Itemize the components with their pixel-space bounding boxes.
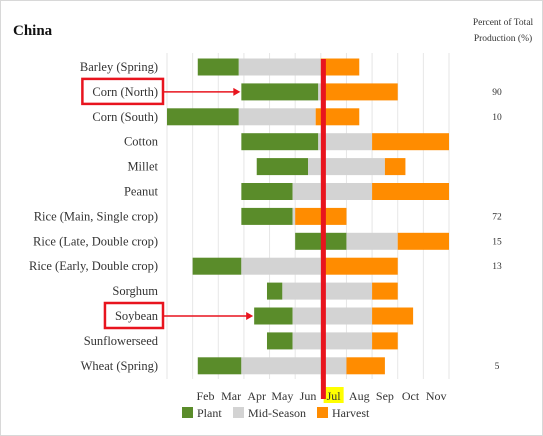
mid-bar [282, 282, 373, 300]
legend-label: Mid-Season [248, 406, 306, 420]
mid-bar [346, 232, 398, 250]
crop-label: Sorghum [112, 284, 158, 298]
plant-bar [197, 357, 242, 375]
crop-label: Rice (Late, Double crop) [33, 234, 158, 248]
harvest-bar [320, 58, 360, 76]
percent-value: 5 [495, 362, 500, 372]
crop-label: Soybean [115, 309, 159, 323]
mid-bar [292, 307, 373, 325]
plant-bar [241, 207, 293, 225]
harvest-bar [372, 133, 449, 151]
percent-value: 10 [492, 113, 502, 123]
current-month-marker [320, 59, 326, 399]
legend-label: Harvest [332, 406, 370, 420]
crop-label: Rice (Main, Single crop) [34, 209, 158, 223]
harvest-bar [323, 257, 398, 275]
crop-label: Millet [127, 160, 158, 174]
percent-value: 15 [492, 237, 502, 247]
x-tick-label: Apr [247, 389, 266, 403]
legend-swatch [182, 407, 193, 418]
harvest-bar [320, 83, 398, 101]
x-tick-label: May [271, 389, 293, 403]
crop-label: Wheat (Spring) [81, 359, 158, 373]
x-tick-label: Nov [426, 389, 447, 403]
current-month-highlight [323, 387, 344, 403]
harvest-bar [397, 232, 449, 250]
crop-label: Corn (South) [92, 110, 158, 124]
plant-bar [266, 332, 293, 350]
plant-bar [197, 58, 239, 76]
mid-bar [292, 183, 373, 200]
percent-header-line1: Percent of Total [472, 18, 534, 28]
mid-bar [238, 108, 316, 126]
mid-bar [241, 357, 347, 375]
harvest-bar [315, 108, 360, 126]
x-tick-label: Aug [349, 389, 370, 403]
plant-bar [254, 307, 293, 325]
plant-bar [256, 158, 308, 176]
percent-value: 13 [492, 262, 502, 272]
crop-label: Corn (North) [92, 85, 158, 99]
plant-bar [241, 183, 293, 200]
x-tick-label: Jul [327, 389, 342, 403]
percent-value: 90 [492, 88, 502, 98]
chart-title: China [13, 23, 53, 39]
harvest-bar [346, 357, 385, 375]
harvest-bar [372, 307, 414, 325]
highlight-arrowhead [233, 87, 241, 96]
mid-bar [318, 133, 373, 151]
harvest-bar [372, 332, 398, 350]
harvest-bar [295, 207, 347, 225]
x-tick-label: Mar [221, 389, 241, 403]
plant-bar [295, 232, 347, 250]
x-tick-label: Sep [376, 389, 394, 403]
x-tick-label: Jun [300, 389, 317, 403]
mid-bar [241, 257, 324, 275]
x-tick-label: Feb [196, 389, 214, 403]
crop-label: Cotton [124, 135, 159, 149]
plant-bar [266, 282, 283, 300]
percent-header: Percent of Total Production (%) [463, 15, 543, 47]
mid-bar [318, 83, 321, 101]
percent-value: 72 [492, 212, 502, 222]
x-tick-label: Oct [402, 389, 420, 403]
legend-label: Plant [197, 406, 222, 420]
legend-swatch [317, 407, 328, 418]
crop-label: Sunflowerseed [84, 334, 159, 348]
crop-label: Rice (Early, Double crop) [29, 259, 158, 273]
highlight-arrowhead [246, 312, 254, 320]
mid-bar [292, 207, 296, 225]
mid-bar [292, 332, 373, 350]
harvest-bar [384, 158, 406, 176]
mid-bar [238, 58, 321, 76]
harvest-bar [372, 183, 449, 200]
plant-bar [167, 108, 239, 126]
crop-label: Peanut [124, 185, 159, 199]
plant-bar [241, 83, 319, 101]
plant-bar [192, 257, 242, 275]
plant-bar [241, 133, 319, 151]
mid-bar [308, 158, 385, 176]
harvest-bar [372, 282, 398, 300]
crop-label: Barley (Spring) [80, 60, 158, 74]
percent-header-line2: Production (%) [473, 34, 533, 44]
legend-swatch [233, 407, 244, 418]
